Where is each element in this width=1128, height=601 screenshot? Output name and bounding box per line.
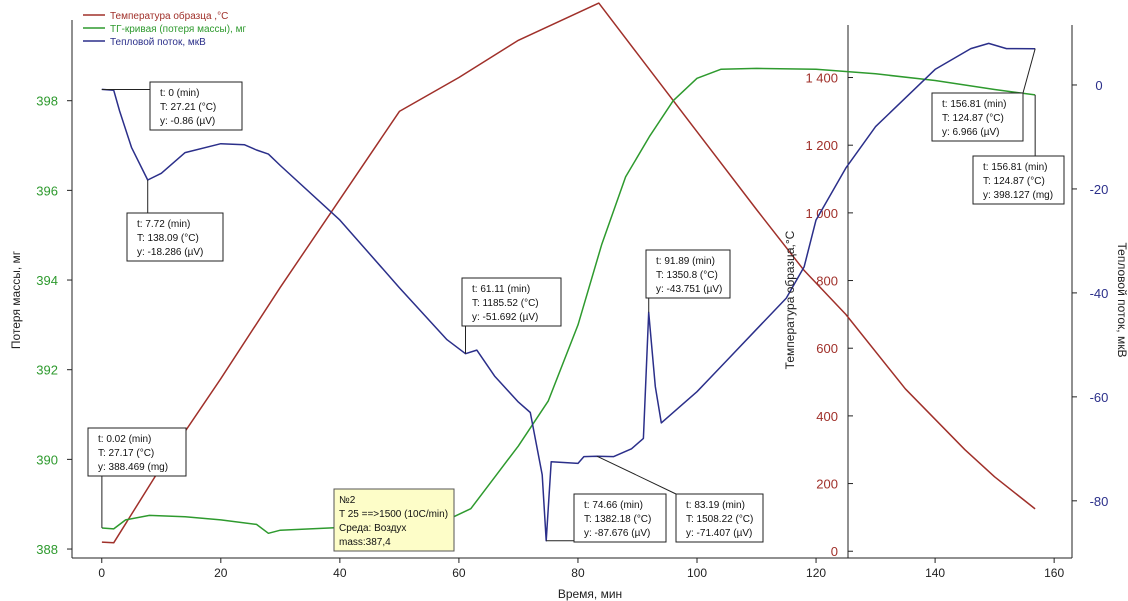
mass-tick-label: 398 xyxy=(36,94,58,109)
annotation-box xyxy=(126,212,224,262)
heat-flow-tick-label: -40 xyxy=(1090,286,1109,301)
annotation-box xyxy=(675,493,764,543)
x-axis-label: Время, мин xyxy=(558,587,622,601)
x-tick-label: 80 xyxy=(571,566,585,580)
heat-flow-series-line xyxy=(101,42,1036,542)
annotation-text: y: -87.676 (µV) xyxy=(584,528,650,539)
ticks-layer: 0 20 40 60 80 100 120 140 160 388 390 392 394 396 398 0… xyxy=(36,71,1108,580)
info-box-text: №2 xyxy=(339,495,356,506)
temperature-tick-label: 200 xyxy=(816,477,838,492)
mass-tick-label: 394 xyxy=(36,273,58,288)
annotation-leader xyxy=(596,455,677,495)
annotation-text: t: 91.89 (min) xyxy=(656,256,715,267)
annotation-text: y: 6.966 (µV) xyxy=(942,127,999,138)
mass-tick-label: 396 xyxy=(36,183,58,198)
mass-tick-label: 390 xyxy=(36,452,58,467)
legend-label: Тепловой поток, мкВ xyxy=(110,37,206,48)
temperature-tick-label: 1 200 xyxy=(805,138,838,153)
temperature-axis-label: Температура образца,°С xyxy=(783,230,797,369)
temperature-series-line xyxy=(101,2,1036,544)
annotation-text: t: 7.72 (min) xyxy=(137,219,190,230)
legend-label: ТГ-кривая (потеря массы), мг xyxy=(110,24,246,35)
annotation-text: T: 1508.22 (°C) xyxy=(686,514,753,525)
annotation-leader xyxy=(1022,48,1036,94)
annotation-text: T: 1382.18 (°C) xyxy=(584,514,651,525)
mass-tick-label: 392 xyxy=(36,363,58,378)
annotation-text: y: -43.751 (µV) xyxy=(656,284,722,295)
annotation-text: T: 27.17 (°C) xyxy=(98,448,154,459)
x-tick-label: 60 xyxy=(452,566,466,580)
temperature-tick-label: 0 xyxy=(831,544,838,559)
legend-label: Температура образца ,°С xyxy=(110,10,228,22)
annotation-text: y: 388.469 (mg) xyxy=(98,462,168,473)
annotation-text: t: 156.81 (min) xyxy=(983,162,1047,173)
annotation-text: T: 27.21 (°C) xyxy=(160,102,216,113)
x-tick-label: 160 xyxy=(1044,566,1064,580)
x-tick-label: 120 xyxy=(806,566,826,580)
info-box-text: T 25 ==>1500 (10C/min) xyxy=(339,509,448,520)
annotation-text: T: 138.09 (°C) xyxy=(137,233,199,244)
annotations-layer: t: 0 (min) T: 27.21 (°C) y: -0.86 (µV) t: 7… xyxy=(87,48,1065,552)
mass-axis-label: Потеря массы, мг xyxy=(9,250,23,349)
x-tick-label: 140 xyxy=(925,566,945,580)
x-tick-label: 0 xyxy=(98,566,105,580)
annotation-text: y: -0.86 (µV) xyxy=(160,116,215,127)
info-box xyxy=(333,488,455,552)
annotation-box xyxy=(149,81,243,131)
mass-series-line xyxy=(101,67,1036,535)
annotation-text: t: 83.19 (min) xyxy=(686,500,745,511)
x-tick-label: 100 xyxy=(687,566,707,580)
heat-flow-tick-label: -80 xyxy=(1090,494,1109,509)
heat-flow-tick-label: 0 xyxy=(1095,78,1102,93)
annotation-text: t: 74.66 (min) xyxy=(584,500,643,511)
mass-tick-label: 388 xyxy=(36,542,58,557)
annotation-text: y: -71.407 (µV) xyxy=(686,528,752,539)
annotation-text: t: 0 (min) xyxy=(160,88,199,99)
x-tick-label: 20 xyxy=(214,566,228,580)
heat-flow-tick-label: -20 xyxy=(1090,182,1109,197)
annotation-box xyxy=(972,155,1065,205)
annotation-text: t: 156.81 (min) xyxy=(942,99,1006,110)
annotation-box xyxy=(87,427,187,477)
annotation-text: y: -51.692 (µV) xyxy=(472,312,538,323)
annotation-text: T: 124.87 (°C) xyxy=(942,113,1004,124)
annotation-text: t: 0.02 (min) xyxy=(98,434,151,445)
annotation-box xyxy=(645,249,731,299)
annotation-text: t: 61.11 (min) xyxy=(472,284,530,295)
annotation-text: y: 398.127 (mg) xyxy=(983,190,1053,201)
series-layer xyxy=(101,2,1036,544)
annotation-text: T: 1350.8 (°C) xyxy=(656,270,718,281)
annotation-text: T: 124.87 (°C) xyxy=(983,176,1045,187)
info-box-text: mass:387,4 xyxy=(339,537,391,548)
temperature-tick-label: 1 400 xyxy=(805,71,838,86)
temperature-tick-label: 800 xyxy=(816,274,838,289)
legend: Температура образца ,°С ТГ-кривая (потеря… xyxy=(83,10,246,48)
temperature-tick-label: 1 000 xyxy=(805,206,838,221)
annotation-box xyxy=(573,493,667,543)
heat-flow-axis-label: Тепловой поток, мкВ xyxy=(1115,243,1128,358)
annotation-text: T: 1185.52 (°C) xyxy=(472,298,539,309)
annotation-text: y: -18.286 (µV) xyxy=(137,247,203,258)
info-box-text: Среда: Воздух xyxy=(339,523,406,534)
temperature-tick-label: 600 xyxy=(816,341,838,356)
heat-flow-tick-label: -60 xyxy=(1090,390,1109,405)
temperature-tick-label: 400 xyxy=(816,409,838,424)
x-tick-label: 40 xyxy=(333,566,347,580)
annotation-box xyxy=(461,277,562,327)
annotation-box xyxy=(931,92,1024,142)
